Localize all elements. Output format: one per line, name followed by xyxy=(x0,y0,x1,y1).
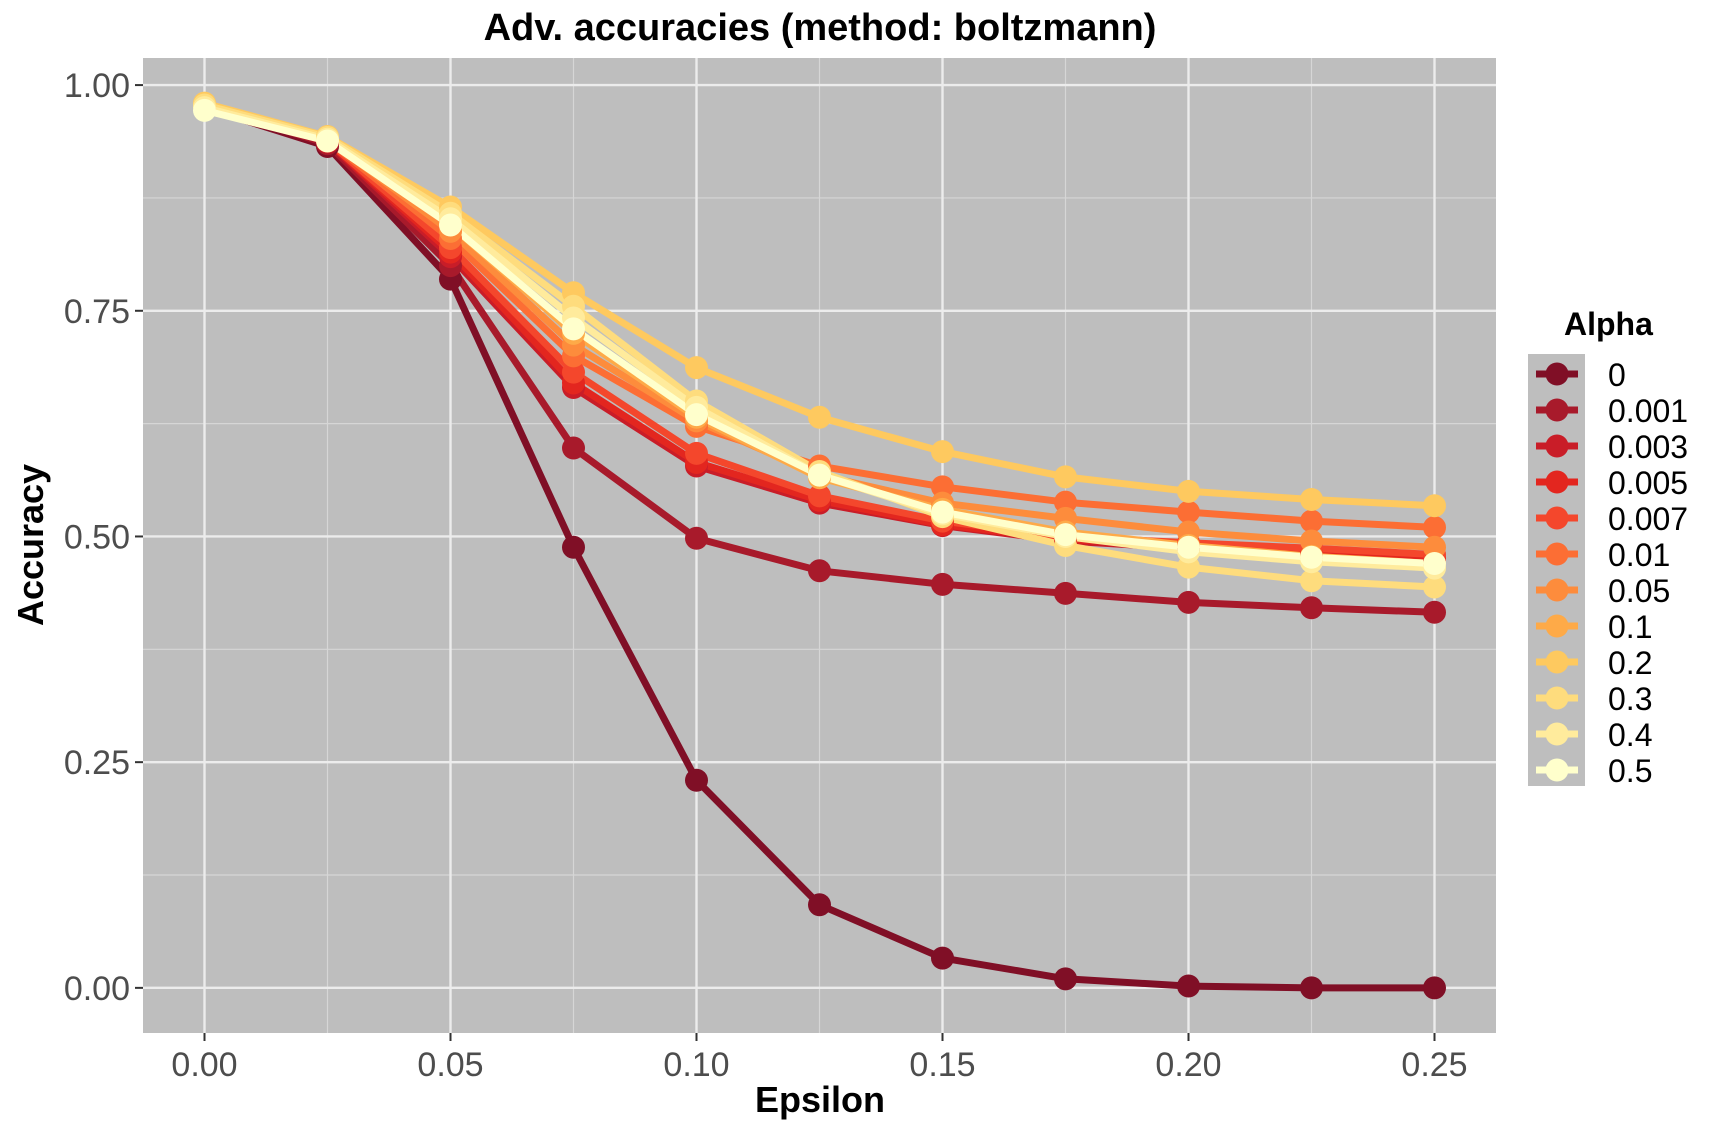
legend-key-point xyxy=(1545,578,1569,602)
data-point xyxy=(1423,494,1446,518)
legend-label: 0 xyxy=(1608,357,1626,393)
data-point xyxy=(685,403,708,427)
legend: Alpha 00.0010.0030.0050.0070.010.050.10.… xyxy=(1528,306,1688,789)
legend-key-point xyxy=(1545,722,1569,746)
data-point xyxy=(1423,600,1446,624)
data-point xyxy=(1423,535,1446,559)
data-point xyxy=(562,535,585,559)
legend-key-point xyxy=(1545,398,1569,422)
legend-label: 0.5 xyxy=(1608,753,1652,789)
data-point xyxy=(931,440,954,464)
x-tick-label: 0.20 xyxy=(1155,1046,1221,1084)
legend-key-point xyxy=(1545,362,1569,386)
y-tick-label: 0.75 xyxy=(64,293,130,331)
data-point xyxy=(1054,465,1077,489)
data-point xyxy=(808,484,831,508)
data-point xyxy=(808,893,831,917)
data-point xyxy=(685,441,708,465)
legend-label: 0.05 xyxy=(1608,573,1670,609)
data-point xyxy=(1177,479,1200,503)
legend-key-point xyxy=(1545,434,1569,458)
data-point xyxy=(1423,976,1446,1000)
x-tick-label: 0.25 xyxy=(1401,1046,1467,1084)
y-tick-label: 1.00 xyxy=(64,67,130,105)
data-point xyxy=(931,946,954,970)
chart-title: Adv. accuracies (method: boltzmann) xyxy=(484,7,1157,49)
x-axis-title: Epsilon xyxy=(755,1079,885,1120)
data-point xyxy=(808,559,831,583)
legend-key-point xyxy=(1545,542,1569,566)
legend-label: 0.2 xyxy=(1608,645,1652,681)
legend-key-point xyxy=(1545,686,1569,710)
data-point xyxy=(1300,569,1323,593)
y-tick-label: 0.00 xyxy=(64,970,130,1008)
data-point xyxy=(931,475,954,499)
data-point xyxy=(1300,545,1323,569)
y-axis: 0.00 0.25 0.50 0.75 1.00 xyxy=(64,67,143,1008)
x-axis: 0.00 0.05 0.10 0.15 0.20 0.25 xyxy=(171,1033,1468,1084)
data-point xyxy=(1423,515,1446,539)
legend-label: 0.1 xyxy=(1608,609,1652,645)
data-point xyxy=(808,463,831,487)
data-point xyxy=(1054,523,1077,547)
data-point xyxy=(1177,974,1200,998)
legend-label: 0.3 xyxy=(1608,681,1652,717)
data-point xyxy=(1300,596,1323,620)
legend-label: 0.4 xyxy=(1608,717,1652,753)
data-point xyxy=(562,436,585,460)
data-point xyxy=(685,768,708,792)
legend-key-point xyxy=(1545,614,1569,638)
data-point xyxy=(931,500,954,524)
data-point xyxy=(1423,575,1446,599)
legend-label: 0.003 xyxy=(1608,429,1688,465)
data-point xyxy=(1300,509,1323,533)
legend-label: 0.005 xyxy=(1608,465,1688,501)
legend-title: Alpha xyxy=(1564,306,1653,342)
legend-label: 0.01 xyxy=(1608,537,1670,573)
legend-key-point xyxy=(1545,470,1569,494)
data-point xyxy=(685,356,708,380)
data-point xyxy=(1054,967,1077,991)
data-point xyxy=(316,129,339,153)
legend-key-point xyxy=(1545,506,1569,530)
x-tick-label: 0.10 xyxy=(663,1046,729,1084)
x-tick-label: 0.05 xyxy=(417,1046,483,1084)
data-point xyxy=(1177,590,1200,614)
data-point xyxy=(562,317,585,341)
data-point xyxy=(1177,500,1200,524)
data-point xyxy=(193,98,216,122)
series-points xyxy=(193,91,1446,1000)
data-point xyxy=(439,213,462,237)
legend-key-point xyxy=(1545,758,1569,782)
data-point xyxy=(1054,490,1077,514)
data-point xyxy=(1423,552,1446,576)
data-point xyxy=(931,572,954,596)
x-tick-label: 0.00 xyxy=(171,1046,237,1084)
legend-key-background xyxy=(1528,354,1585,786)
x-tick-label: 0.15 xyxy=(909,1046,975,1084)
data-point xyxy=(1054,581,1077,605)
y-axis-title: Accuracy xyxy=(10,464,51,626)
data-point xyxy=(1177,535,1200,559)
legend-label: 0.001 xyxy=(1608,393,1688,429)
data-point xyxy=(562,360,585,384)
legend-label: 0.007 xyxy=(1608,501,1688,537)
y-tick-label: 0.50 xyxy=(64,518,130,556)
legend-key-point xyxy=(1545,650,1569,674)
data-point xyxy=(685,526,708,550)
y-tick-label: 0.25 xyxy=(64,744,130,782)
data-point xyxy=(1300,976,1323,1000)
data-point xyxy=(1300,487,1323,511)
data-point xyxy=(808,405,831,429)
